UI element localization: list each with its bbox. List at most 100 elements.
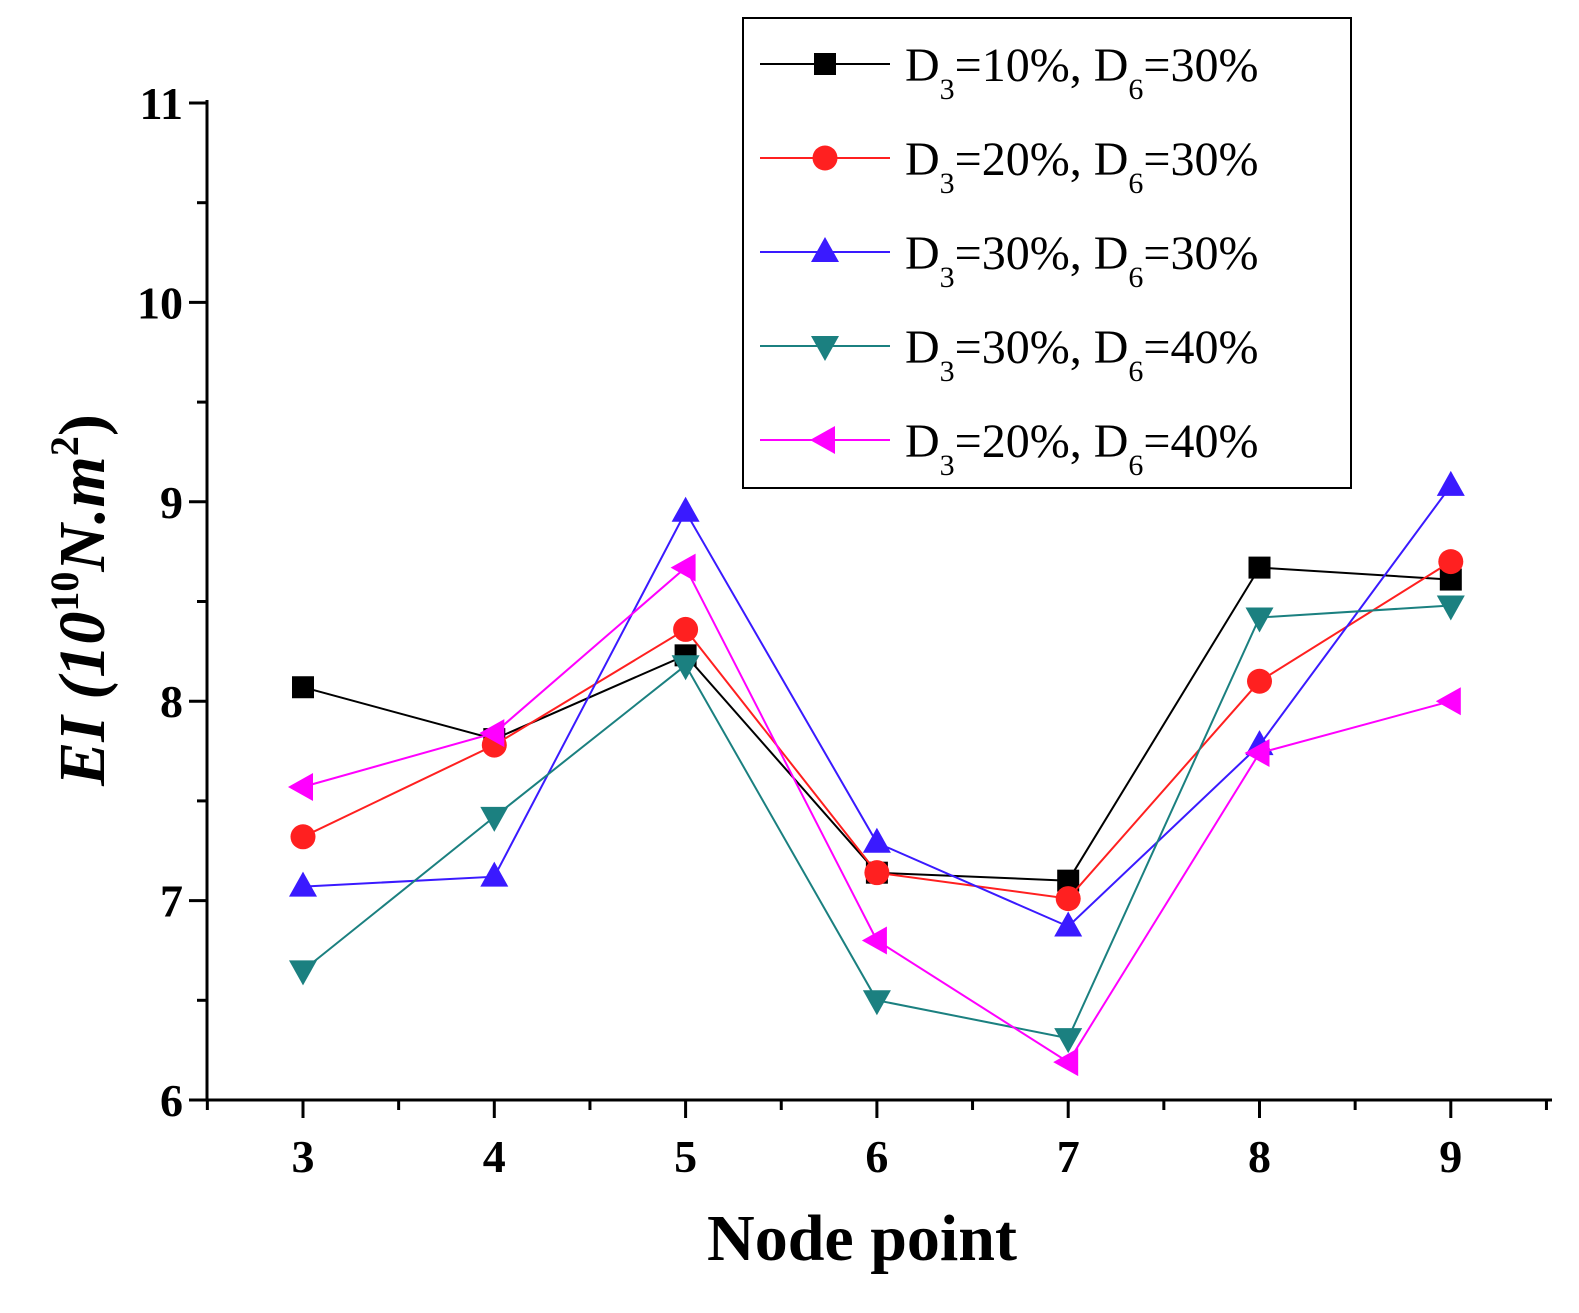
- y-tick-label-7: 7: [160, 876, 183, 927]
- legend-label-part: D: [1094, 133, 1129, 186]
- y-axis-title-unit: N.m: [46, 456, 119, 573]
- legend-label-part: =40%: [1143, 321, 1258, 374]
- series-2-point-9: [1438, 549, 1464, 575]
- legend-item-3: D3=30%, D6=30%: [760, 227, 1258, 294]
- y-axis-title-prefix: EI (10: [46, 612, 119, 787]
- legend-label-part: 6: [1128, 167, 1143, 200]
- legend-label-1: D3=10%, D6=30%: [905, 39, 1258, 106]
- series-2: [290, 549, 1464, 912]
- legend-marker-3: [811, 237, 839, 262]
- legend-label-4: D3=30%, D6=40%: [905, 321, 1258, 388]
- plot-area: [288, 470, 1465, 1077]
- x-tick-label-3: 3: [292, 1131, 315, 1182]
- series-4-point-5: [671, 655, 700, 681]
- series-3-point-7: [1054, 911, 1083, 937]
- y-tick-label-11: 11: [140, 78, 183, 129]
- series-3-point-5: [671, 496, 700, 522]
- series-4-point-4: [480, 806, 509, 832]
- series-4: [289, 595, 1465, 1054]
- x-tick-label-9: 9: [1439, 1131, 1462, 1182]
- legend-label-part: 3: [940, 261, 955, 294]
- series-5-point-3: [288, 772, 313, 801]
- series-5-point-6: [861, 926, 887, 955]
- series-5: [288, 553, 1461, 1077]
- series-5-point-7: [1053, 1048, 1079, 1077]
- legend-label-part: D: [1094, 415, 1129, 468]
- legend-label-part: 6: [1128, 261, 1143, 294]
- legend-label-part: =30%: [1143, 133, 1258, 186]
- x-axis-title: Node point: [707, 1202, 1017, 1275]
- legend-label-part: =30%: [1143, 227, 1258, 280]
- y-tick-label-8: 8: [160, 676, 183, 727]
- y-axis-title-exp: 10: [42, 572, 87, 612]
- series-5-point-9: [1435, 687, 1461, 716]
- x-tick-label-4: 4: [483, 1131, 506, 1182]
- series-1-point-7: [1057, 869, 1080, 892]
- series-3-point-9: [1436, 470, 1465, 496]
- series-2-point-8: [1247, 668, 1272, 694]
- legend-label-part: =10%,: [955, 39, 1094, 92]
- y-tick-label-9: 9: [160, 477, 183, 528]
- legend-label-part: D: [905, 415, 940, 468]
- legend-label-part: 6: [1128, 355, 1143, 388]
- series-2-point-6: [864, 860, 890, 886]
- legend-marker-2: [812, 145, 838, 171]
- legend-label-part: D: [1094, 39, 1129, 92]
- series-1-point-3: [292, 676, 314, 699]
- legend-label-part: D: [905, 321, 940, 374]
- legend-label-part: 6: [1128, 73, 1143, 106]
- legend-label-part: =30%: [1143, 39, 1258, 92]
- legend-label-3: D3=30%, D6=30%: [905, 227, 1258, 294]
- y-axis-title: EI (1010N.m2): [42, 414, 119, 787]
- series-5-line: [302, 566, 1452, 1064]
- legend-marker-1: [814, 53, 836, 75]
- series-2-point-7: [1055, 886, 1081, 912]
- y-axis-title-suffix: ): [46, 414, 119, 436]
- legend-label-part: 3: [940, 449, 955, 482]
- legend-label-part: D: [905, 227, 940, 280]
- y-tick-label-10: 10: [137, 277, 183, 328]
- series-4-point-3: [289, 960, 317, 986]
- series-5-point-5: [670, 553, 696, 582]
- legend-label-part: 6: [1128, 449, 1143, 482]
- series-1-point-9: [1439, 568, 1462, 591]
- legend-label-part: =20%,: [955, 415, 1094, 468]
- legend-label-part: =40%: [1143, 415, 1258, 468]
- series-3-point-6: [862, 827, 891, 853]
- series-3-point-4: [480, 861, 509, 887]
- series-2-point-3: [290, 824, 316, 850]
- legend-label-part: 3: [940, 355, 955, 388]
- series-5-point-8: [1244, 739, 1270, 768]
- axes: 6 7 8 9 10 11 3 4 5 6 7 8 9: [137, 78, 1552, 1182]
- y-axis-title-unit-exp: 2: [42, 436, 87, 456]
- x-tick-label-7: 7: [1057, 1131, 1080, 1182]
- legend-label-part: =30%,: [955, 321, 1094, 374]
- legend: D3=10%, D6=30%D3=20%, D6=30%D3=30%, D6=3…: [742, 17, 1352, 489]
- legend-item-5: D3=20%, D6=40%: [760, 415, 1258, 482]
- y-tick-label-6: 6: [160, 1075, 183, 1126]
- legend-label-part: D: [1094, 227, 1129, 280]
- series-4-point-9: [1436, 595, 1465, 621]
- legend-label-part: D: [905, 133, 940, 186]
- legend-label-part: =30%,: [955, 227, 1094, 280]
- series-4-point-7: [1054, 1028, 1083, 1054]
- series-3-point-3: [289, 871, 317, 897]
- x-tick-label-5: 5: [674, 1131, 697, 1182]
- legend-marker-5: [810, 426, 835, 454]
- legend-item-1: D3=10%, D6=30%: [760, 39, 1258, 106]
- x-tick-label-6: 6: [865, 1131, 888, 1182]
- legend-label-part: 3: [940, 167, 955, 200]
- legend-label-5: D3=20%, D6=40%: [905, 415, 1258, 482]
- series-4-point-8: [1245, 607, 1274, 633]
- series-2-point-5: [673, 616, 699, 642]
- legend-label-part: D: [905, 39, 940, 92]
- legend-label-part: D: [1094, 321, 1129, 374]
- series-1-point-8: [1248, 556, 1271, 579]
- legend-label-part: =20%,: [955, 133, 1094, 186]
- legend-label-part: 3: [940, 73, 955, 106]
- legend-label-2: D3=20%, D6=30%: [905, 133, 1258, 200]
- series-4-point-6: [862, 990, 891, 1016]
- legend-item-2: D3=20%, D6=30%: [760, 133, 1258, 200]
- series-5-point-4: [479, 719, 505, 748]
